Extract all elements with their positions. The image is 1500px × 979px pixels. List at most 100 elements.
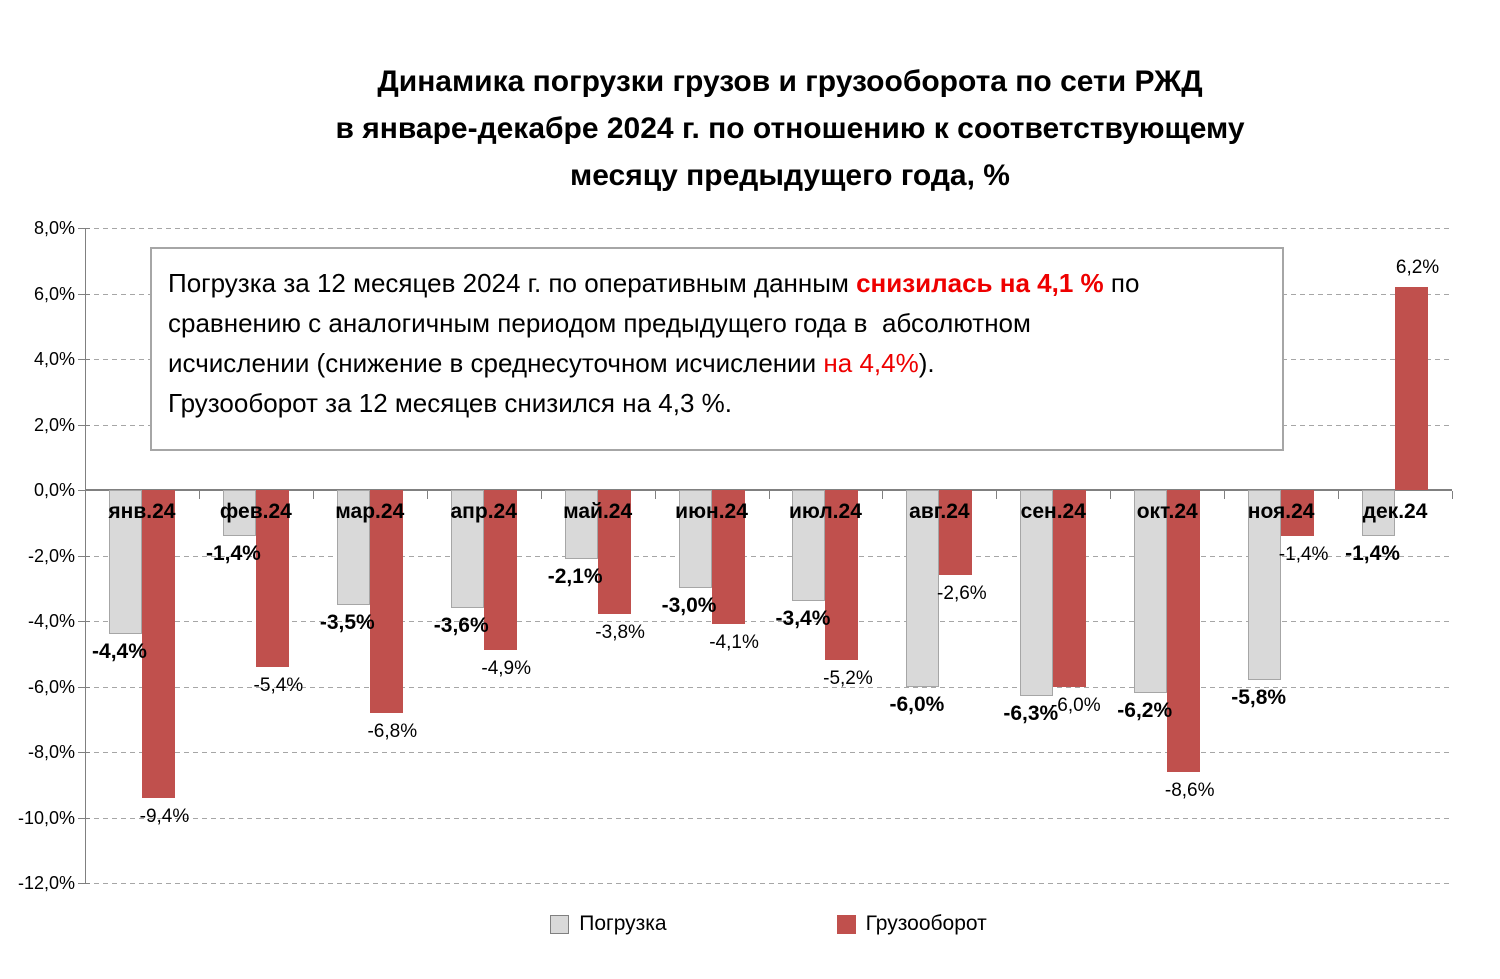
loading-swatch-icon (550, 914, 570, 934)
annotation-text-segment: Погрузка за 12 месяцев 2024 г. по операт… (168, 268, 857, 298)
x-axis-tick (312, 491, 314, 499)
x-axis-tick (85, 491, 86, 499)
annotation-text-segment: по сравнению с аналогичным периодом пред… (168, 268, 1140, 378)
y-axis-label: -8,0% (27, 742, 75, 762)
y-axis-tick (78, 228, 90, 229)
category-label: ноя.24 (1247, 500, 1315, 523)
bar-turnover (1053, 490, 1087, 687)
bar-value-label: -6,8% (367, 720, 418, 742)
bar-turnover (141, 490, 175, 798)
bar-loading (678, 490, 712, 589)
y-gridline (85, 752, 1452, 753)
bar-loading (1248, 490, 1282, 680)
category-label: дек.24 (1362, 500, 1428, 523)
x-axis-tick (768, 491, 770, 499)
bar-value-label: -4,4% (92, 640, 147, 664)
chart-title: Динамика погрузки грузов и грузооборота … (335, 65, 1245, 192)
bar-value-label: -3,4% (775, 607, 831, 631)
y-axis-tick (78, 752, 90, 753)
bar-value-label: -5,2% (823, 668, 873, 690)
y-gridline (85, 817, 1452, 819)
legend-item-turnover: Грузооборот (836, 912, 987, 936)
bar-value-label: -6,3% (1003, 702, 1059, 726)
category-label: фев.24 (219, 500, 292, 523)
y-gridline (85, 228, 1452, 229)
bar-loading (222, 490, 256, 536)
bar-turnover (825, 490, 859, 661)
category-label: авг.24 (909, 500, 970, 523)
y-axis-label: -12,0% (17, 873, 75, 893)
y-gridline (85, 621, 1452, 622)
bar-value-label: -2,6% (937, 583, 987, 605)
y-axis-label: 6,0% (33, 283, 75, 304)
y-axis-label: -10,0% (17, 807, 75, 828)
y-axis-tick (78, 686, 90, 688)
category-label: мар.24 (335, 500, 405, 523)
y-axis-tick (78, 424, 90, 426)
y-gridline (85, 883, 1452, 884)
y-axis-label: 4,0% (33, 349, 75, 369)
category-label: июл.24 (789, 500, 862, 523)
y-axis-line (85, 228, 86, 883)
legend-label-turnover: Грузооборот (865, 912, 987, 935)
bar-turnover (1281, 490, 1315, 536)
bar-turnover (711, 490, 745, 625)
category-label: сен.24 (1020, 500, 1086, 523)
y-axis-tick (78, 293, 90, 295)
bar-turnover (1167, 490, 1201, 772)
annotation-text-segment: на 4,4% (823, 348, 919, 378)
x-axis-tick (996, 491, 998, 499)
bar-loading (108, 490, 142, 635)
bar-value-label: -4,1% (709, 632, 759, 654)
legend: Погрузка Грузооборот (85, 912, 1452, 936)
bar-value-label: -5,8% (1231, 685, 1287, 709)
bar-turnover (369, 490, 403, 713)
bar-turnover (483, 490, 517, 651)
bar-loading (906, 490, 940, 687)
y-axis-label: -6,0% (27, 676, 75, 697)
x-axis-line (85, 489, 1452, 491)
bar-value-label: -4,9% (481, 658, 532, 680)
bar-value-label: -1,4% (1345, 541, 1400, 565)
y-gridline (85, 686, 1452, 688)
bar-value-label: -3,0% (661, 594, 717, 618)
y-axis-label: 2,0% (33, 414, 75, 435)
bar-value-label: -9,4% (139, 805, 190, 827)
y-axis-label: 8,0% (33, 218, 75, 238)
bar-loading (336, 490, 370, 605)
bar-turnover (939, 490, 973, 576)
bar-loading (792, 490, 826, 602)
bar-turnover (597, 490, 631, 615)
category-label: окт.24 (1136, 500, 1198, 523)
bar-value-label: -3,8% (595, 622, 645, 644)
bar-value-label: -6,0% (889, 692, 945, 716)
x-axis-tick (540, 491, 542, 499)
bar-value-label: -3,5% (319, 610, 375, 634)
bar-value-label: -2,1% (547, 564, 603, 588)
y-axis-label: -4,0% (27, 611, 75, 631)
bar-loading (564, 490, 598, 559)
bar-turnover (255, 490, 289, 667)
bar-value-label: -3,6% (433, 613, 489, 637)
bar-value-label: -8,6% (1164, 779, 1215, 801)
bar-value-label: -1,4% (1278, 543, 1329, 565)
bar-value-label: -5,4% (253, 674, 304, 696)
bar-value-label: -6,2% (1117, 699, 1173, 723)
legend-item-loading: Погрузка (550, 912, 667, 936)
x-axis-tick (654, 491, 656, 499)
y-axis-tick (78, 817, 90, 819)
annotation-text-segment: ). Грузооборот за 12 месяцев снизился на… (168, 348, 935, 418)
category-label: июн.24 (675, 500, 748, 523)
bar-turnover (1395, 286, 1429, 490)
bar-loading (1362, 490, 1396, 536)
y-axis-tick (78, 490, 90, 491)
y-axis-tick (78, 359, 90, 360)
x-axis-tick (882, 491, 884, 499)
bar-value-label: -1,4% (205, 541, 261, 565)
y-gridline (85, 555, 1452, 557)
y-axis-label: 0,0% (33, 480, 75, 500)
turnover-swatch-icon (836, 914, 856, 934)
x-axis-tick (198, 491, 200, 499)
x-axis-tick (1224, 491, 1226, 499)
